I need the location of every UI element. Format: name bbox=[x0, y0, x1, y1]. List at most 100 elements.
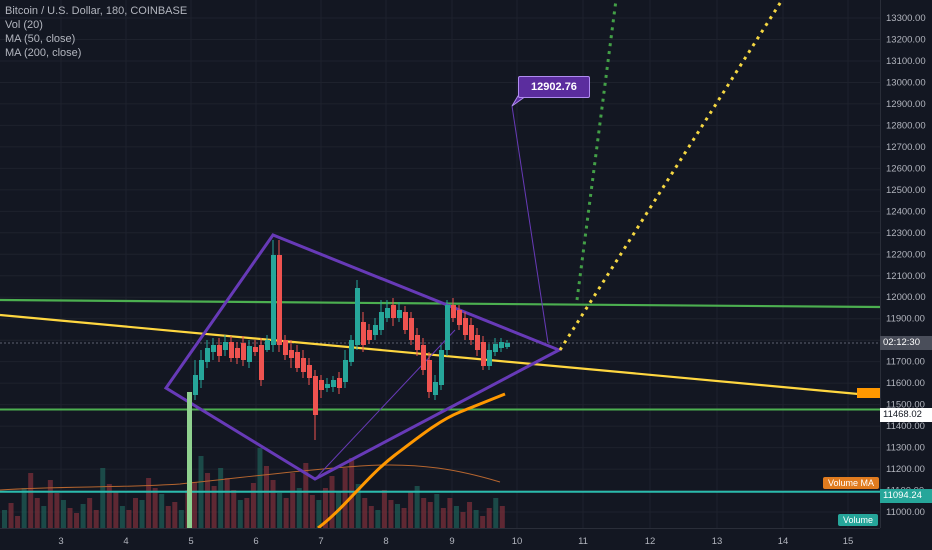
time-tick-label: 9 bbox=[449, 536, 454, 547]
volume-bar bbox=[467, 502, 473, 528]
candle-body bbox=[427, 360, 432, 392]
candle-body bbox=[433, 382, 438, 395]
time-tick-label: 11 bbox=[578, 536, 588, 547]
candle-body bbox=[343, 360, 348, 382]
time-tick-label: 10 bbox=[512, 536, 523, 547]
volume-bar bbox=[47, 480, 53, 528]
price-axis[interactable]: 13300.00 13200.00 13100.00 13000.00 12900.00… bbox=[880, 0, 932, 528]
candle-body bbox=[415, 335, 420, 350]
volume-bar bbox=[74, 513, 80, 528]
candle-body bbox=[325, 384, 330, 388]
volume-bar bbox=[87, 498, 93, 528]
volume-bar bbox=[480, 516, 486, 528]
candle-body bbox=[295, 352, 300, 368]
volume-bar bbox=[381, 490, 387, 528]
candle-body bbox=[475, 335, 480, 350]
price-chart[interactable] bbox=[0, 0, 880, 528]
volume-bar bbox=[453, 506, 459, 528]
legend-ma50-indicator[interactable]: MA (50, close) bbox=[5, 33, 76, 45]
candle-body bbox=[217, 345, 222, 356]
volume-bar bbox=[106, 484, 112, 528]
volume-bar bbox=[486, 508, 492, 528]
volume-bar bbox=[100, 468, 106, 528]
candle-body bbox=[205, 348, 210, 362]
price-tick-label: 12400.00 bbox=[886, 206, 926, 217]
candle-body bbox=[229, 342, 234, 358]
candle-body bbox=[271, 255, 276, 345]
candle-body bbox=[487, 350, 492, 366]
candle-body bbox=[235, 348, 240, 358]
price-tick-label: 12700.00 bbox=[886, 142, 926, 153]
volume-bar bbox=[395, 504, 400, 528]
legend-volume-indicator[interactable]: Vol (20) bbox=[5, 19, 43, 31]
volume-bar bbox=[34, 498, 40, 528]
volume-bar bbox=[165, 506, 171, 528]
candle-body bbox=[241, 343, 246, 360]
legend-ma200-indicator[interactable]: MA (200, close) bbox=[5, 47, 82, 59]
price-tick-label: 11400.00 bbox=[886, 421, 925, 432]
candle-body bbox=[505, 343, 510, 347]
candle-body bbox=[223, 342, 228, 350]
price-target-callout[interactable]: 12902.76 bbox=[518, 76, 590, 98]
legend-symbol[interactable]: Bitcoin / U.S. Dollar, 180, COINBASE bbox=[5, 5, 188, 17]
volume-spike bbox=[187, 392, 192, 528]
candle-body bbox=[481, 342, 486, 366]
time-axis[interactable]: 3 4 5 6 7 8 9 10 11 12 13 14 15 bbox=[0, 528, 880, 550]
volume-bar bbox=[67, 508, 73, 528]
volume-bar bbox=[499, 506, 505, 528]
candle-body bbox=[421, 345, 426, 370]
candle-body bbox=[445, 305, 450, 350]
volume-bar bbox=[250, 483, 256, 528]
candle-body bbox=[391, 305, 396, 318]
volume-bar bbox=[434, 494, 440, 528]
volume-bar bbox=[178, 510, 184, 528]
diamond-inner-line bbox=[314, 329, 456, 480]
diamond-pattern bbox=[163, 233, 563, 481]
volume-bar bbox=[322, 488, 328, 528]
candle-body bbox=[463, 318, 468, 335]
volume-bar bbox=[414, 486, 420, 528]
volume-bar bbox=[237, 500, 243, 528]
candle-body bbox=[457, 310, 462, 325]
price-tick-label: 11500.00 bbox=[886, 400, 925, 411]
volume-bar bbox=[257, 448, 263, 528]
price-tick-label: 11700.00 bbox=[886, 357, 925, 368]
volume-bar bbox=[303, 463, 309, 528]
candle-body bbox=[397, 310, 402, 318]
volume-bar bbox=[316, 500, 322, 528]
volume-bar bbox=[159, 494, 165, 528]
volume-bar bbox=[408, 492, 414, 528]
current-time-tag: 02:12:30 bbox=[880, 336, 932, 350]
candle-body bbox=[301, 358, 306, 372]
volume-ma-label: Volume MA bbox=[823, 477, 880, 489]
candle-body bbox=[367, 330, 372, 340]
candle-body bbox=[409, 318, 414, 340]
price-tick-label: 11000.00 bbox=[886, 507, 925, 518]
volume-bar bbox=[28, 473, 34, 528]
volume-bar bbox=[264, 466, 269, 528]
lower-price-tag: 11094.24 bbox=[880, 489, 932, 503]
volume-bar bbox=[21, 488, 27, 528]
volume-bar bbox=[205, 473, 211, 528]
volume-bar bbox=[290, 473, 296, 528]
projection-yellow bbox=[558, 0, 784, 351]
price-tick-label: 13100.00 bbox=[886, 56, 926, 67]
volume-bar bbox=[329, 476, 335, 528]
volume-bar bbox=[427, 502, 433, 528]
price-tick-label: 12100.00 bbox=[886, 271, 926, 282]
candle-body bbox=[247, 346, 252, 362]
candle-body bbox=[403, 312, 408, 330]
volume-bar bbox=[349, 458, 355, 528]
volume-bar bbox=[60, 500, 66, 528]
candle-body bbox=[289, 350, 294, 358]
price-tick-label: 12500.00 bbox=[886, 185, 926, 196]
time-tick-label: 13 bbox=[712, 536, 723, 547]
price-tick-label: 11200.00 bbox=[886, 464, 925, 475]
price-tick-label: 13200.00 bbox=[886, 34, 926, 45]
candle-body bbox=[277, 255, 282, 345]
volume-bar bbox=[473, 510, 479, 528]
volume-bar bbox=[211, 486, 217, 528]
time-tick-label: 14 bbox=[778, 536, 789, 547]
time-tick-label: 4 bbox=[123, 536, 128, 547]
